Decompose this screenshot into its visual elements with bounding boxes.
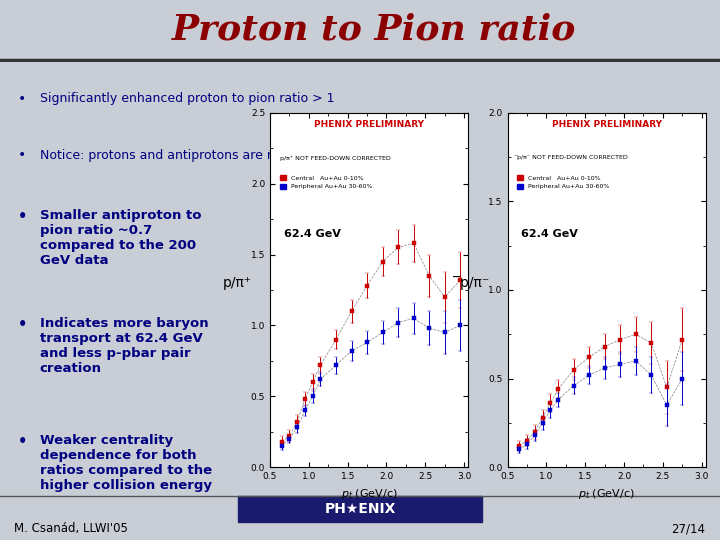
Text: Significantly enhanced proton to pion ratio > 1: Significantly enhanced proton to pion ra… [40,92,334,105]
Text: PHENIX PRELIMINARY: PHENIX PRELIMINARY [314,120,424,129]
Text: PHENIX PRELIMINARY: PHENIX PRELIMINARY [552,120,662,129]
Text: Notice: protons and antiprotons are not    feed-down corrected: Notice: protons and antiprotons are not … [40,148,433,161]
Text: PH★ENIX: PH★ENIX [324,502,396,516]
Text: Indicates more baryon
transport at 62.4 GeV
and less p-pbar pair
creation: Indicates more baryon transport at 62.4 … [40,317,208,375]
Text: 62.4 GeV: 62.4 GeV [521,229,578,239]
Y-axis label: ̅p/π⁻: ̅p/π⁻ [460,276,489,290]
Text: Weaker centrality
dependence for both
ratios compared to the
higher collision en: Weaker centrality dependence for both ra… [40,434,212,491]
Text: 62.4 GeV: 62.4 GeV [284,229,341,239]
Text: 27/14: 27/14 [672,522,706,535]
Y-axis label: p/π⁺: p/π⁺ [222,276,251,290]
Text: ̅p/π⁻ NOT FEED-DOWN CORRECTED: ̅p/π⁻ NOT FEED-DOWN CORRECTED [518,156,629,160]
Bar [238,496,482,522]
Text: •: • [18,317,27,332]
Legend: Central   Au+Au 0-10%, Peripheral Au+Au 30-60%: Central Au+Au 0-10%, Peripheral Au+Au 30… [515,173,612,192]
Text: p/π⁺ NOT FEED-DOWN CORRECTED: p/π⁺ NOT FEED-DOWN CORRECTED [280,156,391,160]
X-axis label: $p_t$ (GeV/c): $p_t$ (GeV/c) [341,487,397,501]
X-axis label: $p_t$ (GeV/c): $p_t$ (GeV/c) [578,487,635,501]
Text: •: • [18,148,26,163]
Text: Proton to Pion ratio: Proton to Pion ratio [172,13,577,47]
Text: M. Csanád, LLWI'05: M. Csanád, LLWI'05 [14,522,128,535]
Text: •: • [18,434,27,449]
Legend: Central   Au+Au 0-10%, Peripheral Au+Au 30-60%: Central Au+Au 0-10%, Peripheral Au+Au 30… [277,173,374,192]
Text: Smaller antiproton to
pion ratio ~0.7
compared to the 200
GeV data: Smaller antiproton to pion ratio ~0.7 co… [40,209,201,267]
Text: •: • [18,92,26,106]
Text: •: • [18,209,27,224]
